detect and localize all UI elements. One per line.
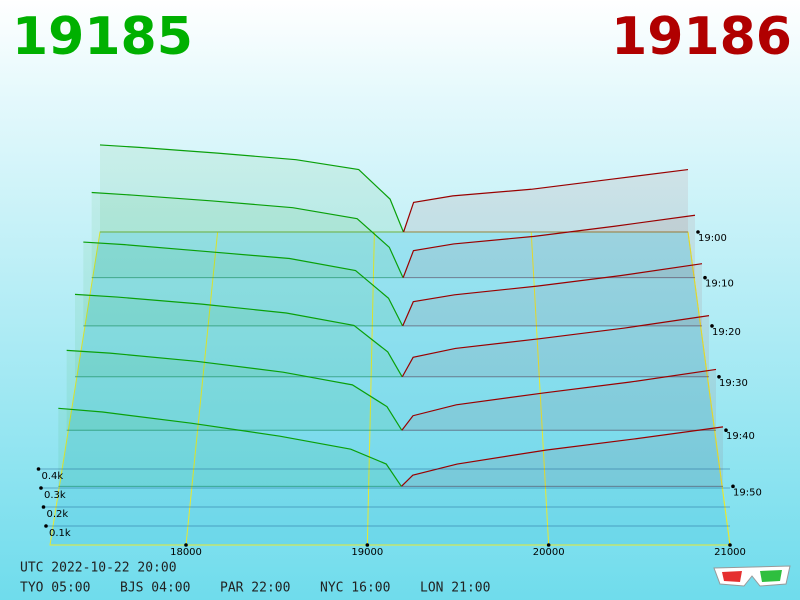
- x-tick: [546, 543, 551, 547]
- z-tick: [696, 230, 700, 234]
- x-tick-label: 21000: [714, 547, 746, 558]
- bids-fill: [66, 350, 402, 431]
- bids-fill: [75, 294, 403, 377]
- asks-fill: [401, 426, 723, 487]
- x-tick: [184, 543, 188, 547]
- y-tick-label: 0.1k: [49, 528, 71, 539]
- z-tick: [703, 275, 707, 280]
- z-tick-label: 19:30: [719, 378, 748, 389]
- plot: 18000 19000 20000 21000 19:00 19:10 19:20 19:30…: [36, 144, 762, 558]
- bids-depth-line: [58, 407, 402, 487]
- x-tick: [728, 543, 732, 547]
- z-tick-label: 19:40: [726, 431, 755, 442]
- x-tick-label: 19000: [351, 547, 383, 558]
- z-tick: [731, 484, 735, 489]
- y-tick-label: 0.4k: [42, 471, 64, 482]
- z-tick-label: 19:50: [733, 487, 762, 498]
- x-tick-label: 20000: [533, 547, 565, 558]
- y-tick-label: 0.2k: [47, 509, 69, 520]
- clock: BJS 04:00: [120, 581, 190, 596]
- bid-price: 19185: [12, 7, 193, 67]
- asks-fill: [403, 169, 688, 232]
- bids-fill: [83, 242, 403, 326]
- bids-depth-line: [99, 144, 404, 233]
- clock: TYO 05:00: [20, 581, 90, 596]
- grid-line: [366, 231, 375, 546]
- y-tick: [41, 505, 46, 509]
- z-tick-label: 19:20: [712, 327, 741, 338]
- y-tick: [44, 524, 48, 528]
- x-tick: [365, 543, 370, 547]
- y-tick: [39, 486, 43, 490]
- asks-fill: [402, 315, 709, 377]
- grid-line: [687, 231, 731, 546]
- asks-fill: [403, 215, 695, 278]
- clock: LON 21:00: [420, 581, 490, 596]
- bids-fill: [100, 144, 404, 232]
- grid-line: [185, 231, 219, 546]
- asks-depth-line: [401, 315, 710, 378]
- asks-fill: [402, 263, 702, 326]
- asks-fill: [401, 369, 716, 431]
- asks-depth-line: [401, 426, 724, 487]
- z-tick: [724, 428, 728, 433]
- asks-depth-line: [402, 263, 703, 327]
- ask-price: 19186: [611, 7, 792, 67]
- z-tick: [710, 324, 714, 328]
- bids-fill: [58, 408, 402, 487]
- bids-depth-line: [74, 293, 403, 378]
- z-tick-label: 19:10: [705, 279, 734, 290]
- bids-depth-line: [91, 191, 404, 278]
- clock: NYC 16:00: [320, 581, 390, 596]
- asks-depth-line: [402, 214, 696, 278]
- x-tick-label: 18000: [170, 547, 202, 558]
- y-tick: [36, 467, 41, 471]
- grid-line: [530, 231, 550, 546]
- y-tick-label: 0.3k: [44, 490, 66, 501]
- bids-depth-line: [66, 349, 403, 431]
- asks-depth-line: [402, 168, 689, 233]
- clock: PAR 22:00: [220, 581, 290, 596]
- asks-depth-line: [401, 368, 717, 431]
- z-tick: [717, 374, 721, 379]
- bids-depth-line: [83, 241, 404, 327]
- z-tick-label: 19:00: [698, 233, 727, 244]
- glasses-icon: [713, 565, 791, 587]
- utc-time: UTC 2022-10-22 20:00: [20, 561, 177, 576]
